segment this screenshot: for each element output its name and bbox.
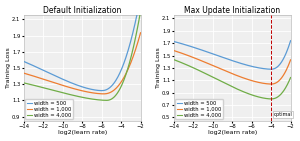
width = 1,000 xyxy=(241,77,245,79)
width = 500 xyxy=(289,40,292,42)
width = 500 xyxy=(269,68,273,70)
Line: width = 500: width = 500 xyxy=(174,41,291,69)
width = 500 xyxy=(172,41,175,42)
X-axis label: log2(learn rate): log2(learn rate) xyxy=(58,130,107,136)
width = 1,000 xyxy=(22,72,26,74)
width = 1,000 xyxy=(278,79,282,81)
Title: Max Update Initialization: Max Update Initialization xyxy=(184,5,280,15)
Line: width = 500: width = 500 xyxy=(24,0,141,91)
width = 500 xyxy=(92,89,95,91)
Line: width = 4,000: width = 4,000 xyxy=(24,11,141,100)
width = 500 xyxy=(94,89,97,91)
width = 500 xyxy=(278,63,282,65)
width = 1,000 xyxy=(172,50,175,51)
width = 4,000 xyxy=(91,98,95,100)
width = 1,000 xyxy=(139,32,142,34)
width = 1,000 xyxy=(289,59,292,61)
width = 4,000 xyxy=(22,82,26,84)
Legend: width = 500, width = 1,000, width = 4,000: width = 500, width = 1,000, width = 4,00… xyxy=(26,99,73,119)
Y-axis label: Training Loss: Training Loss xyxy=(6,48,10,88)
width = 4,000 xyxy=(121,82,124,84)
width = 500 xyxy=(242,63,245,65)
width = 4,000 xyxy=(22,82,26,84)
width = 1,000 xyxy=(91,92,95,94)
width = 1,000 xyxy=(128,64,132,66)
Line: width = 1,000: width = 1,000 xyxy=(174,51,291,84)
width = 500 xyxy=(121,66,124,67)
width = 500 xyxy=(172,41,176,42)
Title: Default Initialization: Default Initialization xyxy=(43,5,122,15)
width = 4,000 xyxy=(242,91,245,92)
width = 1,000 xyxy=(242,77,245,79)
Text: optimal: optimal xyxy=(274,112,292,117)
width = 1,000 xyxy=(94,92,97,94)
width = 4,000 xyxy=(271,98,275,100)
width = 500 xyxy=(91,89,95,91)
width = 500 xyxy=(22,61,26,62)
width = 1,000 xyxy=(172,50,176,51)
width = 1,000 xyxy=(102,93,105,95)
width = 4,000 xyxy=(241,91,245,92)
width = 1,000 xyxy=(271,83,275,85)
Line: width = 4,000: width = 4,000 xyxy=(174,60,291,99)
width = 4,000 xyxy=(289,77,292,78)
width = 4,000 xyxy=(278,94,282,96)
Y-axis label: Training Loss: Training Loss xyxy=(156,48,161,88)
width = 4,000 xyxy=(139,10,142,12)
width = 500 xyxy=(244,64,247,66)
width = 1,000 xyxy=(121,79,124,81)
width = 4,000 xyxy=(105,100,108,101)
Legend: width = 500, width = 1,000, width = 4,000: width = 500, width = 1,000, width = 4,00… xyxy=(176,99,223,119)
width = 4,000 xyxy=(244,92,247,93)
width = 500 xyxy=(100,90,103,92)
width = 1,000 xyxy=(269,83,273,85)
Line: width = 1,000: width = 1,000 xyxy=(24,33,141,94)
width = 4,000 xyxy=(128,60,132,62)
X-axis label: log2(learn rate): log2(learn rate) xyxy=(208,130,257,136)
width = 4,000 xyxy=(94,99,97,100)
width = 4,000 xyxy=(172,59,176,61)
width = 4,000 xyxy=(172,59,175,60)
width = 500 xyxy=(22,61,26,62)
width = 500 xyxy=(271,68,275,70)
width = 1,000 xyxy=(244,78,247,79)
width = 4,000 xyxy=(269,98,273,100)
width = 500 xyxy=(241,63,245,65)
width = 1,000 xyxy=(22,72,26,74)
width = 4,000 xyxy=(92,98,95,100)
width = 500 xyxy=(128,43,132,45)
width = 1,000 xyxy=(92,92,95,94)
